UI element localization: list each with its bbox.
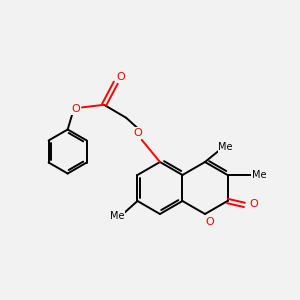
Text: Me: Me bbox=[218, 142, 232, 152]
Text: O: O bbox=[72, 104, 80, 114]
Text: O: O bbox=[134, 128, 142, 138]
Text: Me: Me bbox=[252, 170, 266, 180]
Text: Me: Me bbox=[110, 211, 125, 221]
Text: O: O bbox=[116, 72, 125, 82]
Text: O: O bbox=[249, 199, 258, 209]
Text: O: O bbox=[206, 217, 214, 227]
